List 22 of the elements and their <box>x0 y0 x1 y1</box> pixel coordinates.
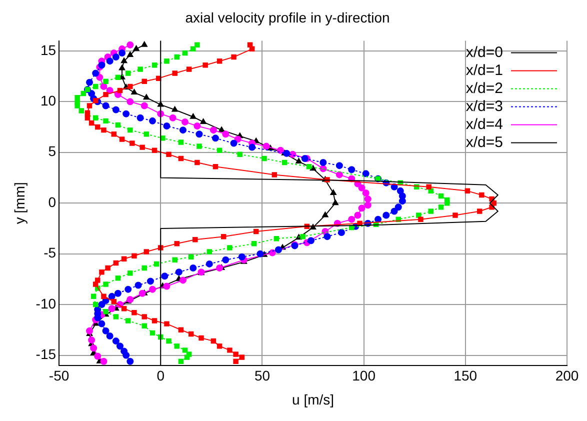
x-tick-label: 200 <box>555 368 579 384</box>
y-tick-label: 10 <box>40 92 56 109</box>
legend-label: x/d=4 <box>466 116 503 133</box>
y-tick-label: -15 <box>36 346 56 362</box>
x-tick-label: 150 <box>454 368 478 384</box>
legend-label: x/d=3 <box>466 98 503 115</box>
legend-label: x/d=2 <box>466 80 503 97</box>
y-axis-title: y [mm] <box>11 182 28 224</box>
legend-label: x/d=1 <box>466 62 503 79</box>
y-tick-label: 15 <box>40 42 56 58</box>
x-tick-label: 50 <box>254 368 270 384</box>
legend-label: x/d=5 <box>466 134 503 151</box>
y-tick-label: -5 <box>44 244 56 261</box>
x-tick-label: 0 <box>156 368 165 384</box>
y-tick-label: 5 <box>48 143 56 160</box>
y-tick-label: -10 <box>36 295 56 312</box>
chart-title: axial velocity profile in y-direction <box>185 9 390 26</box>
x-tick-label: -50 <box>48 368 70 384</box>
x-tick-label: 100 <box>352 368 376 384</box>
x-axis-title: u [m/s] <box>292 391 334 408</box>
legend-label: x/d=0 <box>466 44 503 61</box>
y-tick-label: 0 <box>48 194 56 210</box>
